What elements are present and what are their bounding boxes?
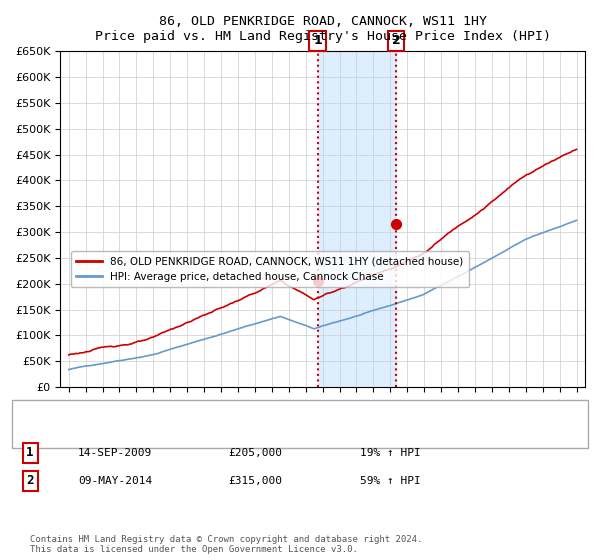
Text: 1: 1: [313, 34, 322, 47]
Text: 19% ↑ HPI: 19% ↑ HPI: [360, 449, 421, 459]
Title: 86, OLD PENKRIDGE ROAD, CANNOCK, WS11 1HY
Price paid vs. HM Land Registry's Hous: 86, OLD PENKRIDGE ROAD, CANNOCK, WS11 1H…: [95, 15, 551, 43]
Text: 09-MAY-2014: 09-MAY-2014: [78, 477, 152, 487]
Text: Contains HM Land Registry data © Crown copyright and database right 2024.
This d: Contains HM Land Registry data © Crown c…: [30, 535, 422, 554]
Text: 2: 2: [392, 34, 401, 47]
Text: 59% ↑ HPI: 59% ↑ HPI: [360, 477, 421, 487]
Text: £315,000: £315,000: [228, 477, 282, 487]
Legend: 86, OLD PENKRIDGE ROAD, CANNOCK, WS11 1HY (detached house), HPI: Average price, : 86, OLD PENKRIDGE ROAD, CANNOCK, WS11 1H…: [71, 251, 469, 287]
Text: £205,000: £205,000: [228, 449, 282, 459]
Text: 14-SEP-2009: 14-SEP-2009: [78, 449, 152, 459]
Bar: [317, 51, 396, 387]
Text: 2: 2: [26, 474, 34, 487]
Text: 1: 1: [26, 446, 34, 459]
